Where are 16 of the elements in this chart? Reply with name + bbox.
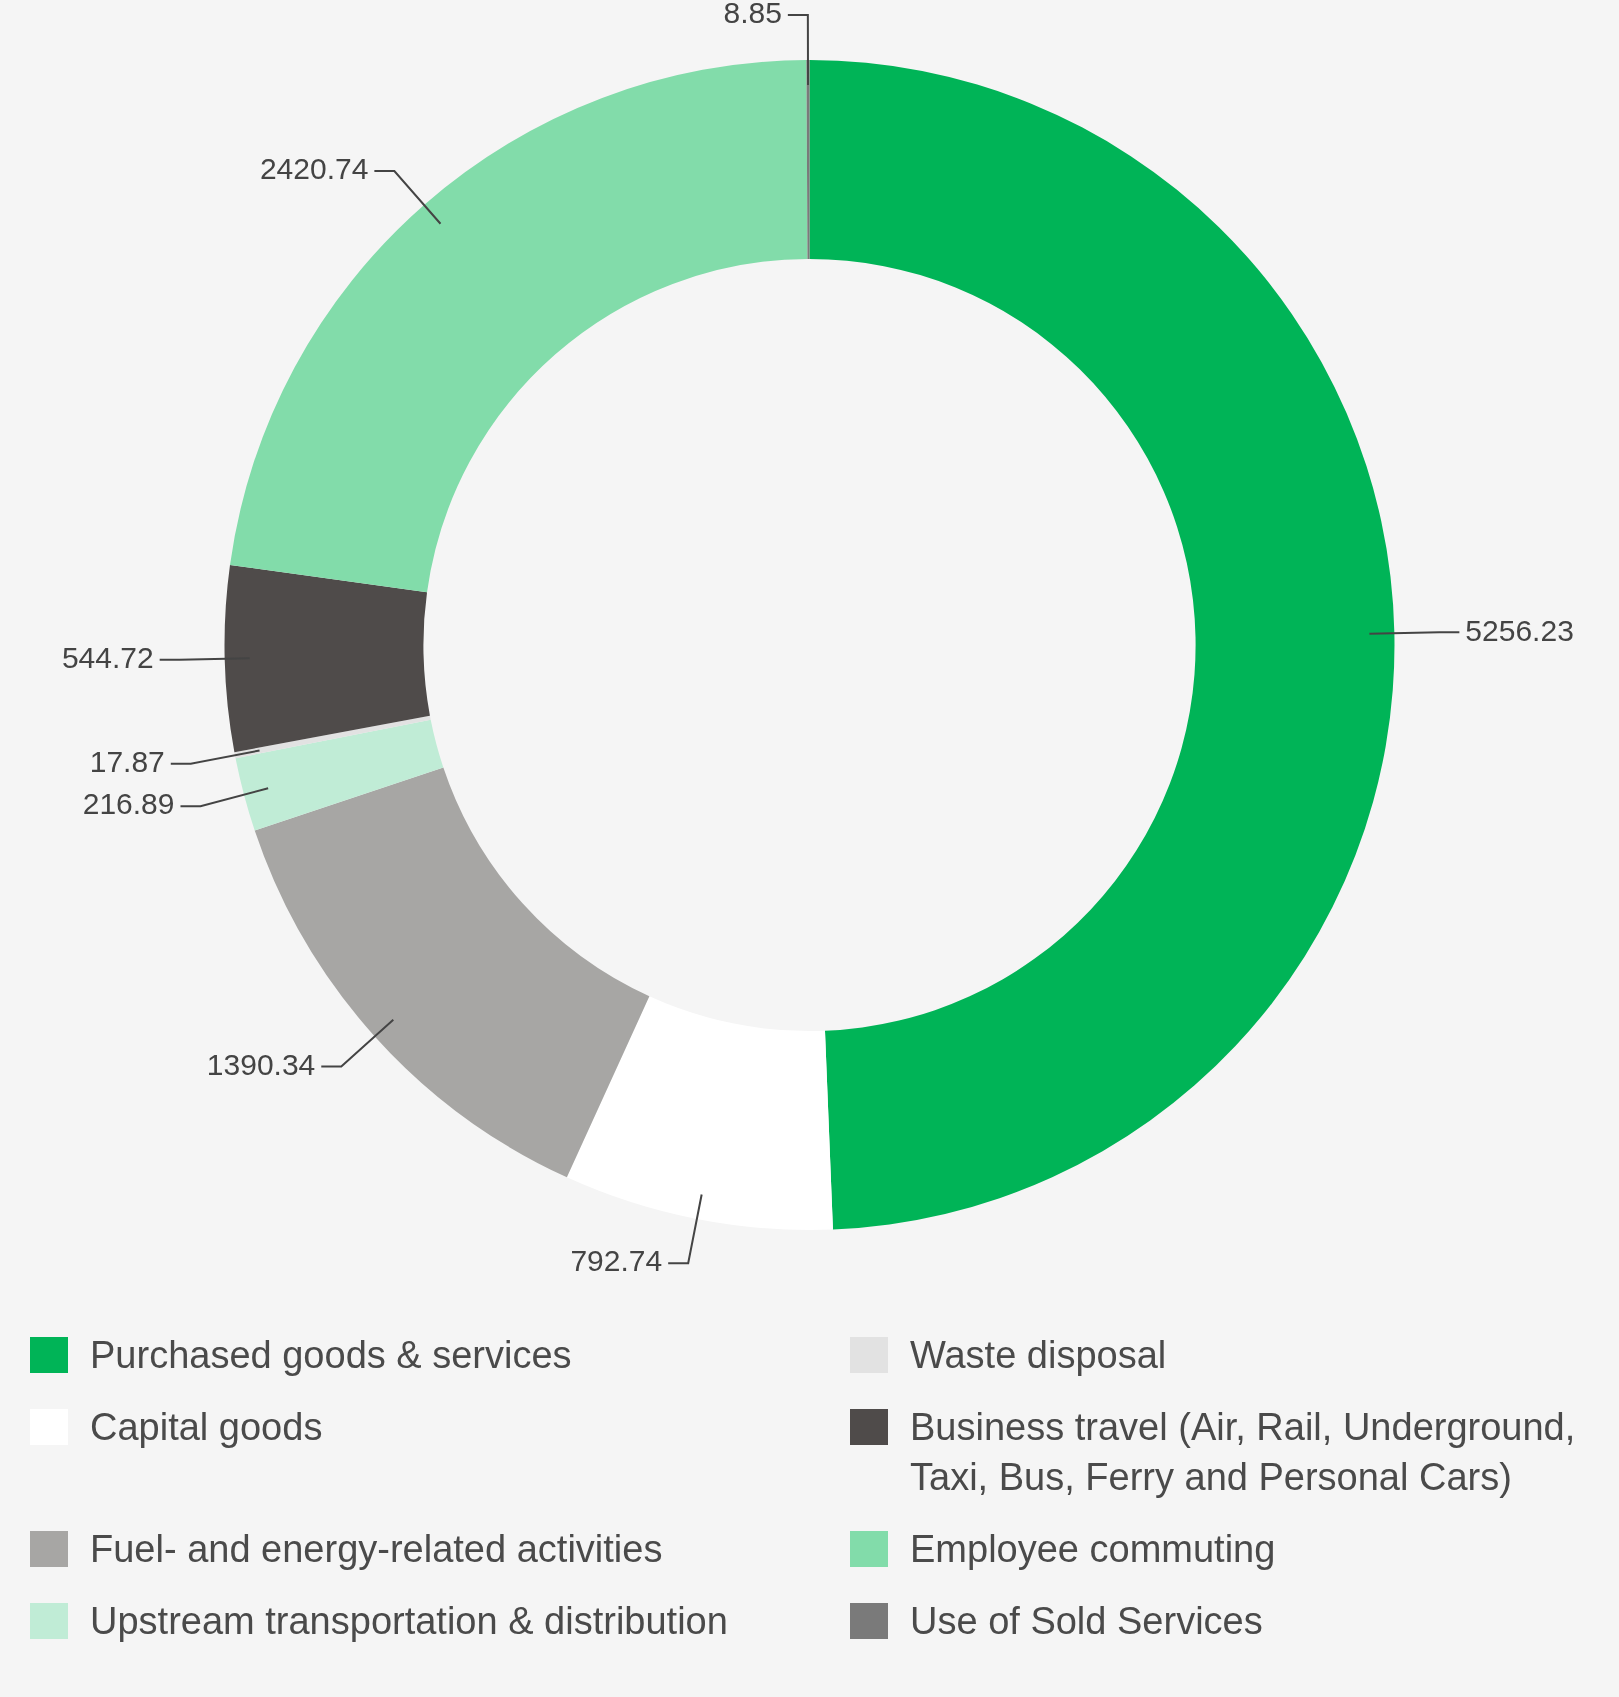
legend-label: Capital goods <box>90 1405 323 1450</box>
data-label: 1390.34 <box>206 1047 316 1081</box>
legend-label: Employee commuting <box>910 1527 1276 1572</box>
data-label: 2420.74 <box>259 152 369 186</box>
data-label: 17.87 <box>89 744 165 778</box>
data-label: 792.74 <box>570 1244 663 1278</box>
legend-label: Waste disposal <box>910 1333 1167 1378</box>
legend-label: Fuel- and energy-related activities <box>90 1527 663 1572</box>
legend-label: Use of Sold Services <box>910 1599 1263 1644</box>
data-label: 216.89 <box>82 787 175 821</box>
legend-label: Purchased goods & services <box>90 1333 572 1378</box>
data-label: 8.85 <box>723 0 782 30</box>
legend-label: Upstream transportation & distribution <box>90 1599 728 1644</box>
data-label: 5256.23 <box>1465 613 1574 647</box>
data-label: 544.72 <box>61 641 154 675</box>
legend-label: Business travel (Air, Rail, Underground, Taxi, Bus, Ferry and Personal Cars) <box>910 1405 1577 1500</box>
